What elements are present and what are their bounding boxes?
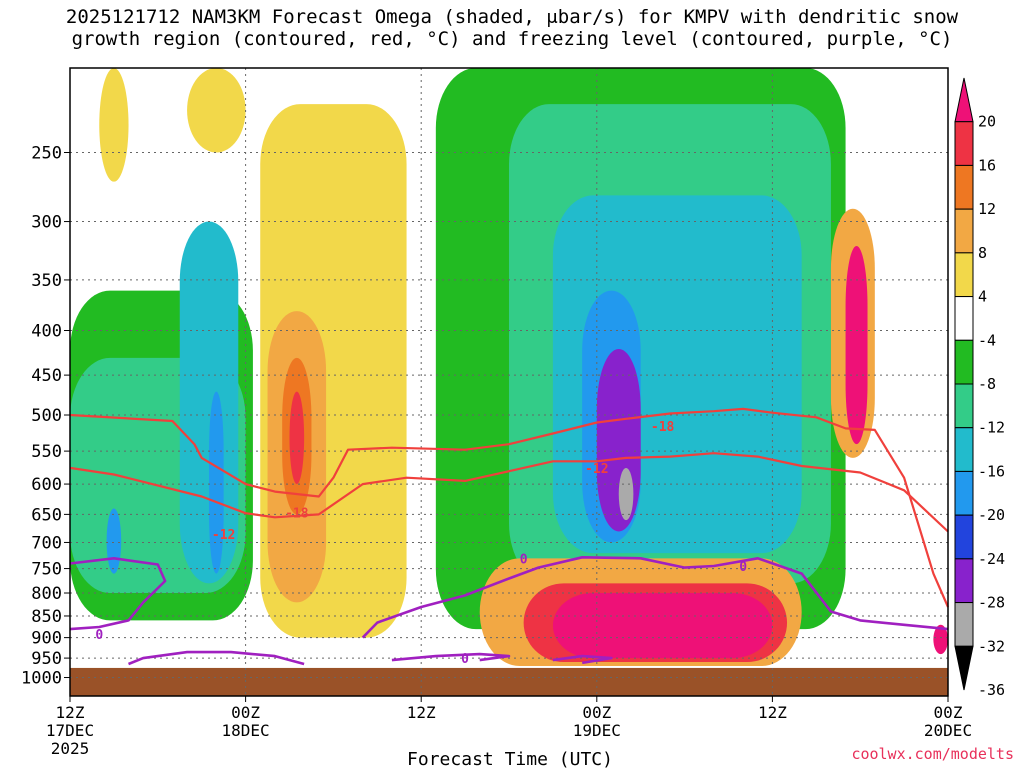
colorbar-swatch: [954, 208, 974, 254]
x-tick-label: 19DEC: [573, 721, 621, 740]
colorbar-swatch: [954, 383, 974, 429]
y-tick-label: 900: [31, 629, 62, 649]
colorbar-swatch: [954, 427, 974, 472]
colorbar-swatch: [954, 296, 974, 341]
y-tick-label: 950: [31, 649, 62, 669]
x-tick-label: 00Z: [934, 703, 963, 722]
contour-layer: -12 -18 -12 -18 0 0 0 0: [69, 407, 950, 667]
dendritic-contour-label: -18: [651, 420, 675, 435]
chart-title-line2: growth region (contoured, red, °C) and f…: [71, 28, 953, 50]
colorbar-label: 12: [978, 200, 996, 218]
chart-title-line1: 2025121712 NAM3KM Forecast Omega (shaded…: [65, 6, 959, 28]
y-tick-label: 800: [31, 584, 62, 604]
x-tick-label: 20DEC: [924, 721, 972, 740]
colorbar-swatch: [954, 164, 974, 210]
dendritic-contour-label: -12: [212, 528, 235, 543]
source-credit: coolwx.com/modelts: [851, 745, 1014, 763]
colorbar-label: -32: [978, 637, 1005, 655]
omega-region: [933, 624, 948, 655]
x-tick-label: 00Z: [582, 703, 611, 722]
dendritic-contour-line: [69, 452, 949, 533]
colorbar-label: -24: [978, 550, 1005, 568]
terrain-layer: [70, 667, 948, 696]
omega-region: [552, 593, 773, 659]
colorbar-label: 8: [978, 244, 987, 262]
omega-region: [209, 391, 224, 574]
colorbar-label: 16: [978, 156, 996, 174]
colorbar-swatch: [954, 470, 974, 516]
colorbar-label: -4: [978, 331, 996, 349]
colorbar-label: 20: [978, 113, 996, 131]
freezing-level-contour-line: [361, 556, 949, 639]
grid-layer: [70, 68, 948, 696]
freezing-level-contour-line: [128, 650, 305, 666]
omega-region: [99, 68, 129, 182]
colorbar-label: -20: [978, 506, 1005, 524]
colorbar-label: -28: [978, 594, 1005, 612]
colorbar-label: -36: [978, 681, 1005, 699]
y-tick-label: 450: [31, 366, 62, 386]
omega-region: [289, 391, 305, 485]
x-tick-label: 2025: [51, 739, 90, 758]
omega-region: [106, 508, 122, 574]
x-tick-label: 12Z: [407, 703, 436, 722]
omega-region: [618, 467, 634, 521]
freezing-contour-label: 0: [739, 560, 747, 575]
y-tick-label: 700: [31, 533, 62, 553]
y-tick-label: 500: [31, 406, 62, 426]
y-tick-label: 550: [31, 442, 62, 462]
colorbar-swatch: [954, 602, 974, 647]
y-tick-label: 750: [31, 560, 62, 580]
colorbar-arrow-top: [954, 77, 974, 123]
omega-shading-layer: [70, 68, 948, 666]
colorbar: 20 16 12 8 4 -4 -8 -12 -16 -20 -24 -28 -32 -36: [954, 77, 1005, 699]
colorbar-arrow-bottom: [954, 645, 974, 691]
omega-region: [187, 68, 246, 153]
colorbar-swatch: [954, 339, 974, 385]
omega-region: [845, 245, 868, 445]
axes-layer: 2503003504004505005506006507007508008509…: [21, 67, 972, 758]
x-tick-label: 17DEC: [46, 721, 94, 740]
freezing-level-contour-line: [552, 654, 613, 665]
x-axis-label: Forecast Time (UTC): [407, 749, 613, 768]
y-tick-label: 250: [31, 144, 62, 164]
colorbar-label: -16: [978, 462, 1005, 480]
y-tick-label: 350: [31, 271, 62, 291]
freezing-contour-label: 0: [95, 628, 103, 643]
dendritic-contour-label: -12: [585, 462, 608, 477]
dendritic-contour-label: -18: [285, 507, 309, 522]
x-tick-label: 12Z: [56, 703, 85, 722]
freezing-contour-label: 0: [461, 652, 469, 667]
colorbar-swatch: [954, 558, 974, 604]
y-tick-label: 300: [31, 213, 62, 233]
colorbar-label: -12: [978, 419, 1005, 437]
x-tick-label: 12Z: [758, 703, 787, 722]
y-tick-label: 850: [31, 607, 62, 627]
terrain-fill: [70, 667, 948, 696]
freezing-level-contour-line: [391, 652, 511, 662]
colorbar-swatch: [954, 121, 974, 166]
y-tick-label: 650: [31, 505, 62, 525]
colorbar-swatch: [954, 514, 974, 560]
y-tick-label: 600: [31, 475, 62, 495]
colorbar-label: -8: [978, 375, 996, 393]
colorbar-label: 4: [978, 288, 987, 306]
x-tick-label: 00Z: [231, 703, 260, 722]
x-tick-label: 18DEC: [222, 721, 270, 740]
colorbar-swatch: [954, 252, 974, 298]
y-tick-label: 1000: [21, 669, 62, 689]
freezing-level-contour-line: [69, 557, 167, 631]
dendritic-contour-line: [69, 407, 950, 608]
omega-region: [596, 348, 641, 532]
y-tick-label: 400: [31, 322, 62, 342]
freezing-contour-label: 0: [520, 552, 528, 567]
plot-frame: [69, 67, 949, 697]
